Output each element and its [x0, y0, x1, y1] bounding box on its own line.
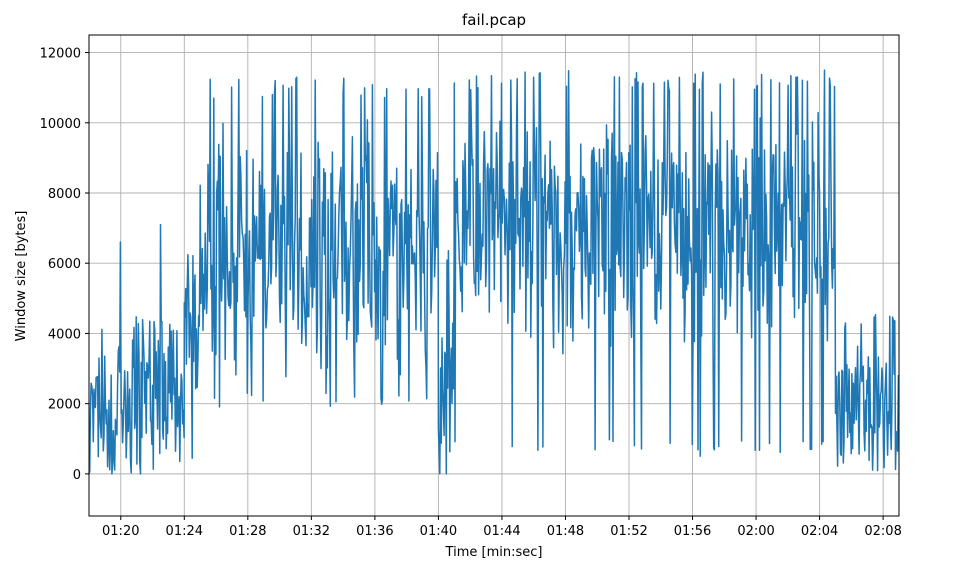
y-tick-label: 10000 — [40, 117, 81, 132]
x-tick-label: 01:40 — [420, 524, 457, 539]
x-tick-label: 02:08 — [864, 524, 901, 539]
x-tick-label: 01:20 — [102, 524, 139, 539]
y-tick-label: 6000 — [48, 257, 81, 272]
y-tick-label: 8000 — [48, 187, 81, 202]
plot-frame — [88, 34, 900, 517]
y-axis-ticks: 0 2000 4000 6000 8000 10000 12000 — [40, 47, 89, 483]
x-tick-label: 01:44 — [483, 524, 520, 539]
x-tick-label: 02:04 — [801, 524, 838, 539]
x-tick-label: 01:28 — [229, 524, 266, 539]
y-axis-label: Window size [bytes] — [14, 211, 29, 342]
x-tick-label: 02:00 — [737, 524, 774, 539]
y-tick-label: 4000 — [48, 327, 81, 342]
x-tick-label: 01:52 — [610, 524, 647, 539]
x-tick-label: 01:24 — [166, 524, 203, 539]
y-tick-label: 12000 — [40, 47, 81, 62]
x-tick-label: 01:48 — [547, 524, 584, 539]
x-tick-label: 01:32 — [293, 524, 330, 539]
y-tick-label: 0 — [73, 468, 81, 483]
series-line — [88, 69, 900, 475]
series-line-group — [88, 69, 900, 475]
chart-title: fail.pcap — [462, 11, 526, 29]
y-tick-label: 2000 — [48, 398, 81, 413]
x-tick-label: 01:56 — [674, 524, 711, 539]
x-axis-ticks: 01:20 01:24 01:28 01:32 01:36 01:40 01:44 01:48… — [102, 516, 902, 539]
x-axis-label: Time [min:sec] — [445, 545, 543, 560]
x-tick-label: 01:36 — [356, 524, 393, 539]
